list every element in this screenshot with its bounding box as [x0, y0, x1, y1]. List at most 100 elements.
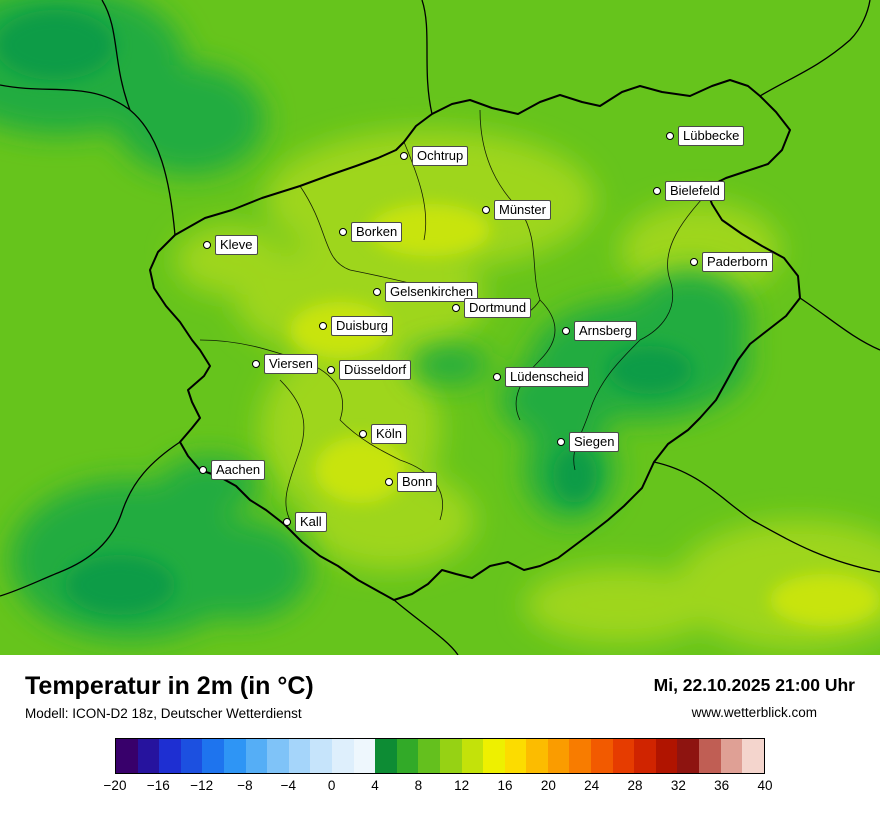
city-dot: [482, 206, 490, 214]
city-label: Aachen: [211, 460, 266, 480]
colorbar-segment: [677, 739, 700, 773]
colorbar-tick: 24: [584, 778, 600, 793]
city-dot: [327, 366, 335, 374]
city-label: Arnsberg: [574, 321, 637, 341]
colorbar-segment: [116, 739, 138, 773]
colorbar-segment: [137, 739, 160, 773]
city-dot: [339, 228, 347, 236]
district-border-lines: [199, 109, 721, 521]
colorbar-segment: [461, 739, 484, 773]
colorbar-segment: [720, 739, 743, 773]
state-border-lines: [0, 0, 880, 655]
city-label: Kleve: [215, 235, 258, 255]
city-dot: [283, 518, 291, 526]
colorbar-segment: [331, 739, 354, 773]
colorbar-tick: −16: [146, 778, 170, 793]
colorbar-segment: [375, 739, 397, 773]
city-dot: [319, 322, 327, 330]
city-label: Münster: [494, 200, 551, 220]
colorbar-segment: [483, 739, 505, 773]
city-dot: [252, 360, 260, 368]
colorbar-tick: 36: [714, 778, 730, 793]
colorbar-segment: [504, 739, 527, 773]
colorbar-tick: 0: [327, 778, 336, 793]
colorbar-segment: [202, 739, 224, 773]
colorbar-segment: [310, 739, 332, 773]
info-row: Temperatur in 2m (in °C) Modell: ICON-D2…: [0, 655, 880, 721]
city-dot: [400, 152, 408, 160]
colorbar-tick: −12: [190, 778, 214, 793]
colorbar-segment: [418, 739, 440, 773]
city-dot: [199, 466, 207, 474]
city-label: Lübbecke: [678, 126, 745, 146]
colorbar-tick: −4: [280, 778, 297, 793]
colorbar-tick: 4: [371, 778, 379, 793]
colorbar-segment: [396, 739, 419, 773]
city-dot: [653, 187, 661, 195]
map-footer: Temperatur in 2m (in °C) Modell: ICON-D2…: [0, 655, 880, 830]
colorbar-tick: 40: [757, 778, 773, 793]
city-dot: [373, 288, 381, 296]
city-label: Köln: [371, 424, 408, 444]
city-dot: [666, 132, 674, 140]
colorbar-segment: [742, 739, 764, 773]
colorbar-segment: [526, 739, 548, 773]
city-dot: [557, 438, 565, 446]
city-label: Siegen: [569, 432, 620, 452]
city-dot: [690, 258, 698, 266]
colorbar-segment: [569, 739, 592, 773]
footer-right: Mi, 22.10.2025 21:00 Uhr www.wetterblick…: [654, 671, 855, 720]
colorbar-segment: [547, 739, 570, 773]
website-credit: www.wetterblick.com: [691, 705, 817, 720]
city-label: Dortmund: [464, 298, 532, 318]
city-label: Lüdenscheid: [505, 367, 589, 387]
temperature-legend: −20 −16 −12 −8 −4 0 4 8 12 16 20 24 28 32 36 40: [104, 738, 773, 800]
map-title: Temperatur in 2m (in °C): [25, 672, 314, 700]
city-label: Bielefeld: [665, 181, 725, 201]
city-label: Borken: [351, 222, 403, 242]
city-dot: [203, 241, 211, 249]
colorbar-tick: 20: [540, 778, 556, 793]
city-label: Düsseldorf: [339, 360, 412, 380]
temperature-field-svg: [0, 0, 880, 655]
city-dot: [385, 478, 393, 486]
city-dot: [452, 304, 460, 312]
colorbar-tick: −20: [103, 778, 127, 793]
colorbar-segment: [180, 739, 203, 773]
city-label: Ochtrup: [412, 146, 469, 166]
city-label: Viersen: [264, 354, 318, 374]
colorbar-tick: −8: [237, 778, 253, 793]
city-markers-layer: Lübbecke Ochtrup Bielefeld Münster Borken Kle…: [199, 126, 773, 532]
mild-region-blobs: [175, 130, 880, 650]
colorbar-segment: [353, 739, 376, 773]
city-label: Paderborn: [702, 252, 773, 272]
colorbar-segment: [699, 739, 721, 773]
colorbar-segment: [439, 739, 462, 773]
coolest-spot-blobs: [0, 10, 692, 615]
colorbar-tick: 8: [414, 778, 423, 793]
city-label: Kall: [295, 512, 327, 532]
temperature-map: Lübbecke Ochtrup Bielefeld Münster Borken Kle…: [0, 0, 880, 655]
colorbar-segment: [655, 739, 678, 773]
footer-left: Temperatur in 2m (in °C) Modell: ICON-D2…: [25, 671, 314, 721]
city-label: Duisburg: [331, 316, 394, 336]
city-dot: [359, 430, 367, 438]
colorbar-tick: 16: [497, 778, 513, 793]
city-label: Gelsenkirchen: [385, 282, 479, 302]
city-dot: [493, 373, 501, 381]
colorbar-ticks: −20 −16 −12 −8 −4 0 4 8 12 16 20 24 28 32 36 40: [104, 778, 773, 800]
colorbar-tick: 28: [627, 778, 643, 793]
colorbar-tick: 12: [454, 778, 470, 793]
city-label: Bonn: [397, 472, 438, 492]
colorbar-segment: [634, 739, 656, 773]
colorbar-segment: [612, 739, 635, 773]
colorbar-segment: [267, 739, 289, 773]
city-dot: [562, 327, 570, 335]
colorbar-segment: [159, 739, 181, 773]
colorbar-segments: [115, 738, 765, 774]
colorbar-segment: [245, 739, 268, 773]
colorbar-segment: [288, 739, 311, 773]
colorbar-segment: [223, 739, 246, 773]
colorbar-segment: [591, 739, 613, 773]
